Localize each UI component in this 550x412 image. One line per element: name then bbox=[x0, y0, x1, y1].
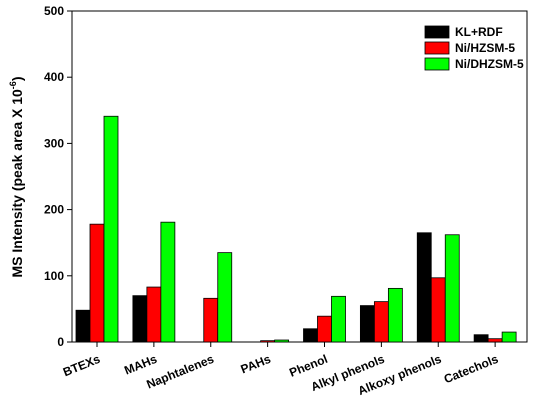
bar-kl-rdf-alkoxy-phenols bbox=[416, 232, 432, 343]
bar-ni-hzsm-5-alkoxy-phenols bbox=[430, 277, 446, 343]
bar-ni-dhzsm-5-naphtalenes bbox=[217, 252, 233, 343]
x-tick-label: BTEXs bbox=[61, 352, 102, 380]
bar-ni-dhzsm-5-mahs bbox=[160, 221, 176, 343]
y-tick-label: 500 bbox=[44, 4, 64, 18]
bar-ni-hzsm-5-alkyl-phenols bbox=[373, 301, 389, 343]
bar-kl-rdf-catechols bbox=[473, 334, 489, 343]
y-tick-label: 0 bbox=[57, 335, 64, 349]
legend-label: KL+RDF bbox=[455, 25, 503, 39]
y-axis-label: MS Intensity (peak area X 10-6) bbox=[8, 77, 25, 278]
legend-swatch bbox=[424, 57, 450, 71]
legend-swatch bbox=[424, 25, 450, 39]
bar-ni-dhzsm-5-catechols bbox=[501, 331, 517, 343]
y-tick-label: 100 bbox=[44, 269, 64, 283]
x-tick-label: MAHs bbox=[122, 352, 159, 378]
y-tick-label: 400 bbox=[44, 70, 64, 84]
bar-kl-rdf-phenol bbox=[303, 328, 318, 343]
bar-ni-dhzsm-5-phenol bbox=[331, 295, 346, 343]
bar-ni-dhzsm-5-alkyl-phenols bbox=[387, 287, 403, 343]
bar-kl-rdf-alkyl-phenols bbox=[359, 305, 375, 343]
bar-ni-hzsm-5-catechols bbox=[487, 338, 503, 343]
bar-ni-dhzsm-5-btexs bbox=[103, 115, 119, 343]
legend-swatch bbox=[424, 41, 450, 55]
y-axis-label-main: MS Intensity (peak area X 10 bbox=[9, 89, 25, 278]
y-axis-label-close: ) bbox=[9, 77, 25, 82]
y-axis-label-exponent: -6 bbox=[8, 81, 18, 89]
bar-ni-hzsm-5-pahs bbox=[260, 340, 276, 343]
y-tick-label: 200 bbox=[44, 203, 64, 217]
x-tick-label: PAHs bbox=[239, 352, 273, 377]
bar-ni-dhzsm-5-pahs bbox=[274, 339, 290, 343]
bar-ni-hzsm-5-btexs bbox=[89, 223, 105, 343]
bar-ni-dhzsm-5-alkoxy-phenols bbox=[444, 234, 460, 343]
bar-ni-hzsm-5-phenol bbox=[317, 315, 332, 343]
legend-label: Ni/HZSM-5 bbox=[455, 41, 515, 55]
bar-ni-hzsm-5-naphtalenes bbox=[203, 297, 219, 343]
plot-frame bbox=[71, 10, 528, 343]
y-tick-label: 300 bbox=[44, 136, 64, 150]
bar-kl-rdf-btexs bbox=[75, 309, 91, 343]
bar-ni-hzsm-5-mahs bbox=[146, 286, 162, 343]
bar-kl-rdf-mahs bbox=[132, 295, 148, 343]
legend-label: Ni/DHZSM-5 bbox=[455, 57, 524, 71]
x-tick-label: Catechols bbox=[442, 352, 501, 387]
